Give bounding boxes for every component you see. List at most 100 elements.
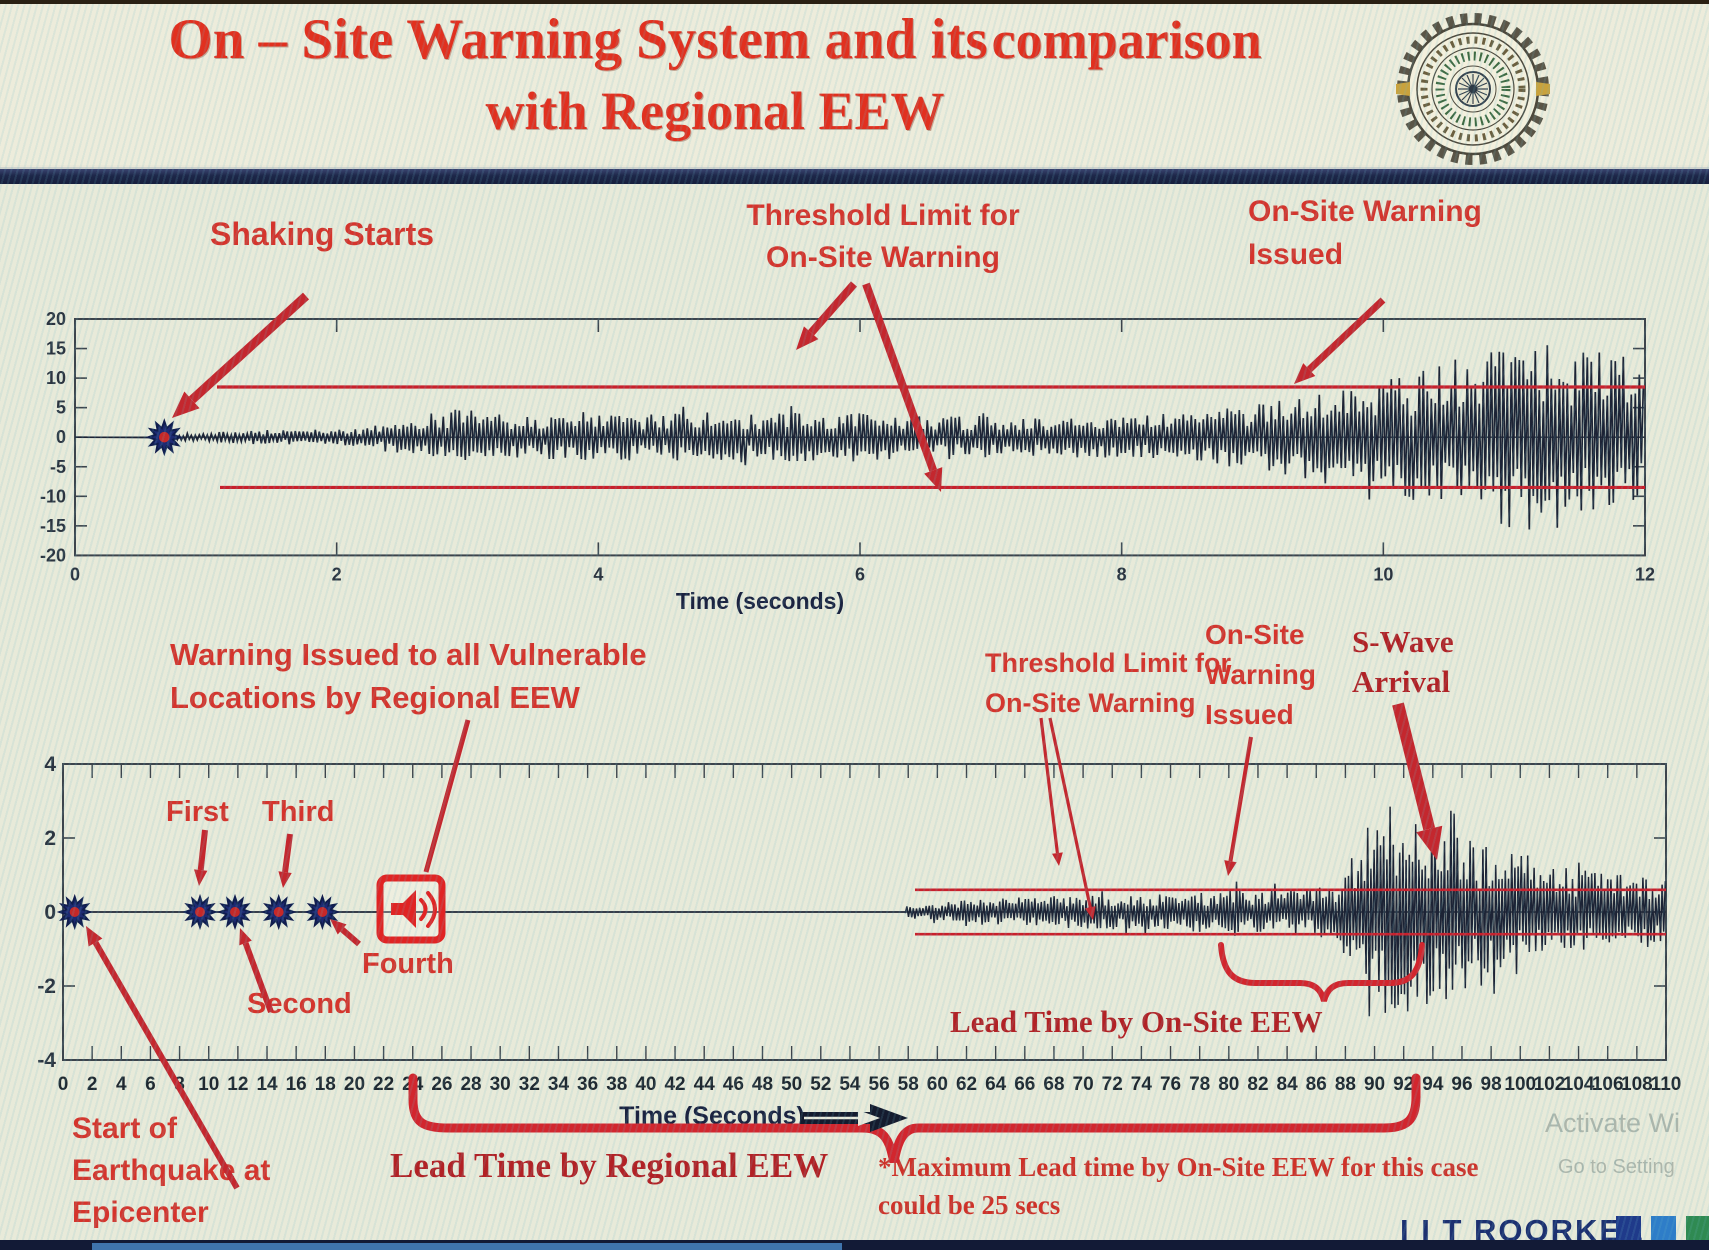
- svg-text:62: 62: [956, 1074, 977, 1095]
- svg-text:54: 54: [839, 1074, 861, 1095]
- svg-text:86: 86: [1306, 1074, 1327, 1095]
- iit-roorkee-logo: [1396, 13, 1550, 165]
- annotation-second: Second: [247, 988, 352, 1020]
- svg-text:16: 16: [286, 1074, 307, 1095]
- svg-text:4: 4: [116, 1074, 127, 1095]
- svg-text:44: 44: [694, 1074, 716, 1095]
- svg-text:15: 15: [46, 339, 66, 359]
- activate-windows-watermark: Activate Wi: [1545, 1108, 1681, 1138]
- svg-text:10: 10: [198, 1074, 219, 1095]
- brand-square-navy: [1616, 1216, 1641, 1241]
- svg-text:4: 4: [593, 564, 603, 584]
- annotation-shaking-starts: Shaking Starts: [210, 216, 435, 252]
- annotation-warning-issued-regional: Warning Issued to all Vulnerable Locatio…: [170, 637, 647, 715]
- annotation-third: Third: [262, 796, 335, 828]
- svg-text:12: 12: [227, 1074, 248, 1095]
- svg-text:64: 64: [985, 1074, 1007, 1095]
- svg-text:58: 58: [898, 1074, 919, 1095]
- svg-text:104: 104: [1563, 1074, 1595, 1095]
- svg-text:30: 30: [490, 1074, 511, 1095]
- svg-text:94: 94: [1422, 1074, 1444, 1095]
- logo-right-ornament: [1536, 82, 1550, 96]
- svg-text:6: 6: [855, 564, 865, 584]
- annotation-onsite-warning-issued-bottom: On-Site Warning Issued: [1205, 619, 1316, 730]
- annotation-onsite-warning-issued-top: On-Site Warning Issued: [1248, 195, 1482, 271]
- svg-text:0: 0: [70, 564, 80, 584]
- svg-text:-20: -20: [40, 545, 66, 565]
- annotation-start-epicenter-line2: Earthquake at: [72, 1154, 271, 1187]
- svg-text:96: 96: [1451, 1074, 1472, 1095]
- svg-text:110: 110: [1651, 1074, 1682, 1095]
- svg-text:78: 78: [1189, 1074, 1210, 1095]
- svg-text:68: 68: [1043, 1074, 1064, 1095]
- svg-text:82: 82: [1247, 1074, 1268, 1095]
- screen-bottom-bezel: [0, 1240, 1709, 1250]
- svg-text:92: 92: [1393, 1074, 1414, 1095]
- annotation-lead-time-regional: Lead Time by Regional EEW: [390, 1146, 829, 1185]
- bottom-chart-waveform: [63, 806, 1667, 1017]
- svg-text:-4: -4: [37, 1049, 56, 1072]
- annotation-threshold-limit-bottom: Threshold Limit for On-Site Warning: [985, 648, 1231, 718]
- svg-text:50: 50: [781, 1074, 802, 1095]
- svg-text:52: 52: [810, 1074, 831, 1095]
- p-wave-detection-markers: [56, 893, 341, 931]
- svg-text:36: 36: [577, 1074, 598, 1095]
- taskbar-highlight: [92, 1243, 842, 1250]
- svg-text:10: 10: [46, 368, 66, 388]
- shaking-start-marker: [145, 418, 184, 457]
- warning-speaker-icon: [376, 874, 446, 944]
- svg-text:32: 32: [519, 1074, 540, 1095]
- svg-text:0: 0: [56, 427, 66, 447]
- annotation-first: First: [166, 796, 229, 828]
- svg-text:8: 8: [1117, 564, 1127, 584]
- slide-title-line2: comparison with Regional EEW: [485, 10, 1262, 141]
- slide-header: On – Site Warning System and its compari…: [0, 4, 1709, 165]
- footnote-line2: could be 25 secs: [878, 1190, 1061, 1220]
- annotation-start-epicenter-line1: Start of: [72, 1112, 177, 1145]
- svg-text:2: 2: [332, 564, 342, 584]
- svg-text:6: 6: [145, 1074, 156, 1095]
- svg-text:98: 98: [1481, 1074, 1502, 1095]
- header-divider: [0, 167, 1709, 186]
- svg-text:-15: -15: [40, 516, 66, 536]
- bottom-chart-threshold-lines: [915, 888, 1666, 936]
- slide-title: On – Site Warning System and its compari…: [120, 4, 1310, 146]
- svg-text:40: 40: [635, 1074, 656, 1095]
- svg-text:18: 18: [315, 1074, 336, 1095]
- svg-text:72: 72: [1102, 1074, 1123, 1095]
- brand-square-green: [1686, 1216, 1709, 1241]
- svg-text:8: 8: [174, 1074, 185, 1095]
- svg-text:28: 28: [460, 1074, 481, 1095]
- svg-text:26: 26: [431, 1074, 452, 1095]
- brand-square-blue: [1651, 1216, 1676, 1241]
- svg-text:88: 88: [1335, 1074, 1356, 1095]
- svg-text:4: 4: [44, 753, 56, 776]
- svg-text:2: 2: [87, 1074, 98, 1095]
- slide-title-line1: On – Site Warning System and its: [168, 8, 988, 71]
- svg-text:20: 20: [46, 309, 66, 329]
- logo-left-ornament: [1396, 82, 1410, 96]
- svg-text:108: 108: [1621, 1074, 1653, 1095]
- svg-text:-2: -2: [37, 975, 56, 998]
- svg-text:74: 74: [1131, 1074, 1153, 1095]
- svg-text:-10: -10: [40, 486, 66, 506]
- svg-text:48: 48: [752, 1074, 773, 1095]
- svg-text:66: 66: [1014, 1074, 1035, 1095]
- annotation-s-wave-arrival: S-Wave Arrival: [1352, 624, 1454, 699]
- svg-text:14: 14: [256, 1074, 278, 1095]
- footnote-line1: *Maximum Lead time by On-Site EEW for th…: [878, 1152, 1479, 1182]
- svg-text:12: 12: [1635, 564, 1655, 584]
- svg-text:100: 100: [1504, 1074, 1536, 1095]
- svg-text:0: 0: [44, 901, 56, 924]
- top-chart-xlabel: Time (seconds): [675, 588, 845, 614]
- svg-text:-5: -5: [50, 457, 66, 477]
- bottom-chart-xlabel: Time (Seconds): [619, 1102, 805, 1130]
- svg-text:0: 0: [58, 1074, 69, 1095]
- svg-text:56: 56: [869, 1074, 890, 1095]
- svg-text:42: 42: [664, 1074, 685, 1095]
- svg-text:2: 2: [44, 827, 56, 850]
- screen-top-edge: [0, 0, 1709, 4]
- svg-text:10: 10: [1373, 564, 1393, 584]
- annotation-lead-time-onsite: Lead Time by On-Site EEW: [950, 1004, 1323, 1039]
